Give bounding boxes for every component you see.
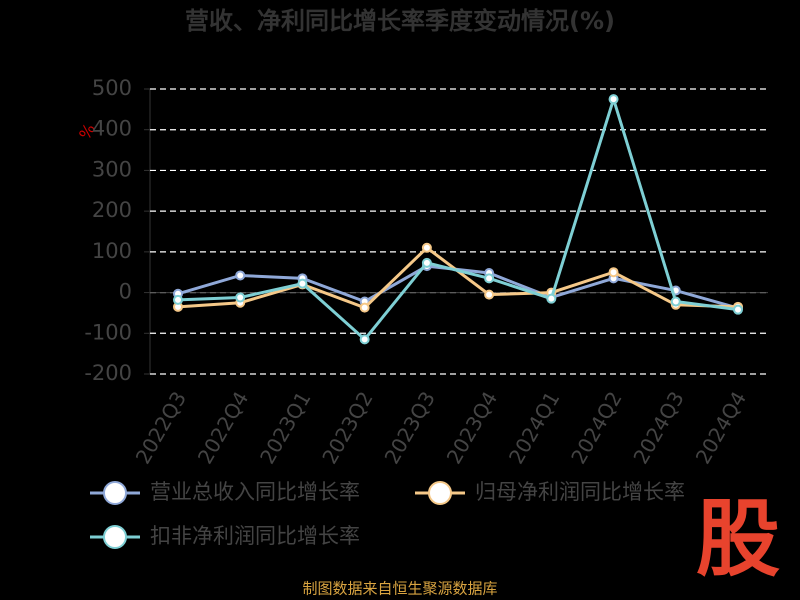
- logo: 股: [696, 490, 780, 588]
- data-point: [608, 94, 619, 105]
- data-point: [173, 294, 183, 305]
- y-tick-label: 100: [92, 239, 132, 263]
- y-tick-label: -100: [84, 320, 132, 344]
- data-point: [484, 273, 495, 284]
- data-point: [484, 289, 495, 300]
- y-tick-label: -200: [84, 361, 132, 385]
- chart-title: 营收、净利同比增长率季度变动情况(%): [185, 7, 615, 35]
- y-tick-label: 200: [92, 198, 132, 222]
- data-point: [733, 304, 743, 315]
- data-point: [359, 302, 370, 313]
- y-tick-label: 0: [119, 280, 132, 304]
- series-line: [177, 94, 739, 342]
- data-point: [670, 296, 681, 307]
- data-point: [359, 334, 370, 345]
- data-point: [235, 270, 246, 281]
- y-tick-label: 500: [92, 76, 132, 100]
- legend-label: 扣非净利润同比增长率: [150, 524, 360, 548]
- data-point: [546, 293, 557, 304]
- legend-label: 归母净利润同比增长率: [475, 480, 685, 504]
- source: 制图数据来自恒生聚源数据库: [302, 580, 497, 598]
- legend-label: 营业总收入同比增长率: [150, 480, 360, 504]
- legend-marker: [103, 525, 127, 549]
- data-point: [608, 267, 619, 278]
- data-point: [297, 278, 308, 289]
- legend-marker: [103, 481, 127, 505]
- y-tick-label: 400: [92, 117, 132, 141]
- data-point: [421, 242, 432, 253]
- data-point: [235, 292, 246, 303]
- data-point: [421, 257, 432, 268]
- legend-marker: [428, 481, 452, 505]
- y-tick-label: 300: [92, 157, 132, 181]
